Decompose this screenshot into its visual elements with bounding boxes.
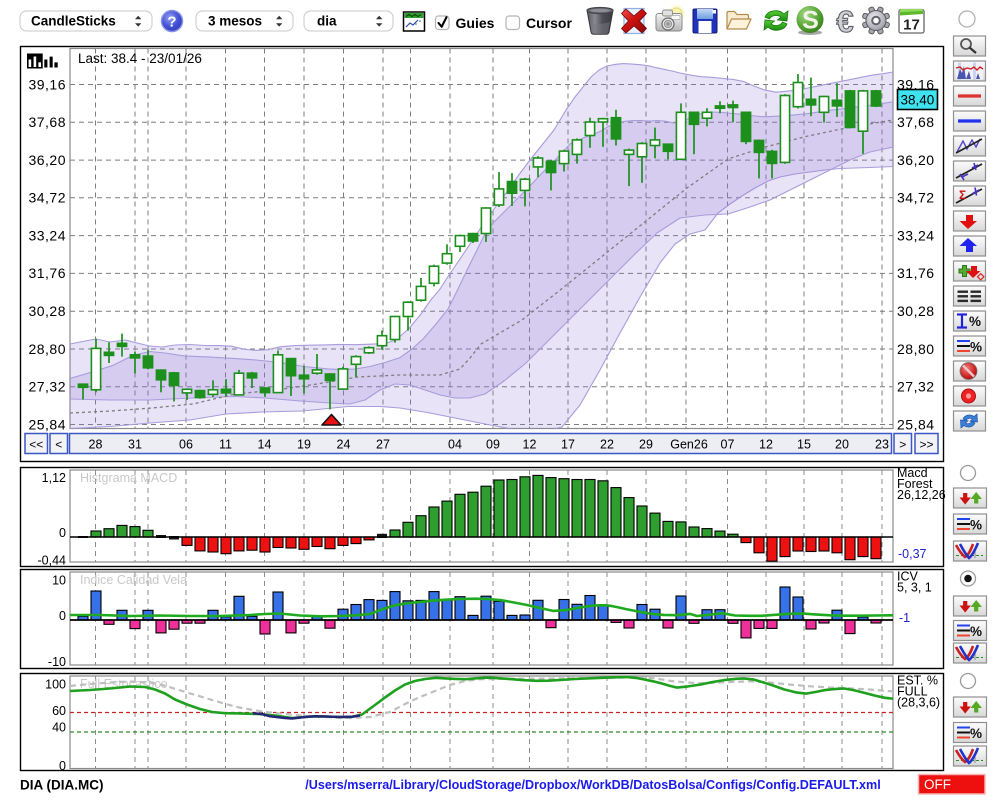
svg-text:%: %: [969, 314, 981, 329]
svg-text:24: 24: [337, 438, 351, 452]
svg-text:<: <: [55, 438, 62, 452]
svg-text:10: 10: [52, 574, 66, 588]
svg-text:33,24: 33,24: [28, 227, 66, 243]
svg-text:>>: >>: [919, 438, 933, 452]
svg-text:39,16: 39,16: [28, 76, 66, 92]
svg-text:Last: 38.4 - 23/01/26: Last: 38.4 - 23/01/26: [78, 51, 202, 66]
svg-text:23: 23: [875, 438, 889, 452]
svg-text:-0,44: -0,44: [38, 554, 67, 568]
svg-text:%: %: [970, 340, 982, 355]
svg-text:Cursor: Cursor: [526, 15, 572, 31]
svg-text:DIA (DIA.MC): DIA (DIA.MC): [20, 778, 104, 793]
svg-text:17: 17: [561, 438, 575, 452]
svg-text:38,40: 38,40: [901, 93, 935, 108]
svg-text:36,20: 36,20: [897, 152, 935, 168]
svg-text:07: 07: [721, 438, 735, 452]
svg-text:EST. %: EST. %: [897, 674, 938, 688]
svg-text:31,76: 31,76: [897, 265, 935, 281]
svg-text:31,76: 31,76: [28, 265, 66, 281]
svg-text:28,80: 28,80: [897, 341, 935, 357]
svg-text:29: 29: [639, 438, 653, 452]
svg-text:36,20: 36,20: [28, 152, 66, 168]
svg-text:OFF: OFF: [924, 777, 951, 792]
svg-text:S: S: [802, 7, 819, 35]
svg-text:14: 14: [258, 438, 272, 452]
svg-text:100: 100: [45, 678, 66, 692]
svg-text:12: 12: [523, 438, 537, 452]
svg-text:Guies: Guies: [456, 15, 495, 31]
svg-text:Gen26: Gen26: [670, 438, 708, 452]
svg-text:/Users/mserra/Library/CloudSto: /Users/mserra/Library/CloudStorage/Dropb…: [305, 778, 880, 792]
svg-text:22: 22: [600, 438, 614, 452]
svg-text:34,72: 34,72: [28, 190, 66, 206]
svg-text:dia: dia: [317, 14, 337, 29]
svg-text:?: ?: [167, 14, 176, 31]
svg-text:Indice Calidad Vela: Indice Calidad Vela: [80, 573, 187, 587]
svg-text:09: 09: [486, 438, 500, 452]
svg-text:19: 19: [297, 438, 311, 452]
svg-text:34,72: 34,72: [897, 190, 935, 206]
svg-text:Σ: Σ: [959, 188, 966, 202]
svg-text:%: %: [970, 518, 982, 533]
svg-text:25,84: 25,84: [897, 416, 935, 432]
svg-text:25,84: 25,84: [28, 416, 66, 432]
svg-text:0: 0: [59, 759, 66, 773]
svg-text:0: 0: [59, 609, 66, 623]
svg-text:0: 0: [59, 526, 66, 540]
svg-text:%: %: [970, 624, 982, 639]
svg-text:ICV: ICV: [897, 570, 919, 584]
svg-text:(28,3,6): (28,3,6): [897, 696, 940, 710]
svg-text:Histgrama MACD: Histgrama MACD: [80, 471, 177, 485]
svg-text:FULL: FULL: [897, 685, 928, 699]
svg-text:04: 04: [448, 438, 462, 452]
svg-text:26,12,26: 26,12,26: [897, 488, 946, 502]
svg-text:31: 31: [128, 438, 142, 452]
svg-text:Forest: Forest: [897, 477, 933, 491]
svg-text:CandleSticks: CandleSticks: [31, 14, 116, 29]
svg-text:30,28: 30,28: [28, 303, 66, 319]
svg-text:-1: -1: [899, 611, 910, 625]
svg-text:27,32: 27,32: [897, 379, 935, 395]
svg-text:28: 28: [89, 438, 103, 452]
svg-text:20: 20: [835, 438, 849, 452]
svg-text:30,28: 30,28: [897, 303, 935, 319]
svg-text:33,24: 33,24: [897, 227, 935, 243]
svg-text:27: 27: [376, 438, 390, 452]
svg-text:12: 12: [759, 438, 773, 452]
svg-text:5, 3, 1: 5, 3, 1: [897, 581, 932, 595]
svg-text:1,12: 1,12: [42, 471, 66, 485]
svg-text:15: 15: [797, 438, 811, 452]
svg-text:3 mesos: 3 mesos: [208, 14, 262, 29]
svg-text:39,16: 39,16: [897, 76, 935, 92]
svg-text:>: >: [899, 438, 906, 452]
svg-text:11: 11: [219, 438, 232, 452]
svg-text:Macd: Macd: [897, 466, 928, 480]
svg-text:-10: -10: [48, 655, 66, 669]
svg-text:40: 40: [52, 721, 66, 735]
svg-text:28,80: 28,80: [28, 341, 66, 357]
svg-text:17: 17: [903, 17, 920, 34]
svg-text:06: 06: [179, 438, 193, 452]
svg-text:60: 60: [52, 704, 66, 718]
svg-text:<<: <<: [29, 438, 43, 452]
svg-text:€: €: [836, 4, 853, 39]
svg-text:%: %: [970, 726, 982, 741]
svg-text:27,32: 27,32: [28, 379, 66, 395]
svg-text:37,68: 37,68: [897, 114, 935, 130]
svg-text:-0,37: -0,37: [898, 547, 927, 561]
svg-text:37,68: 37,68: [28, 114, 66, 130]
